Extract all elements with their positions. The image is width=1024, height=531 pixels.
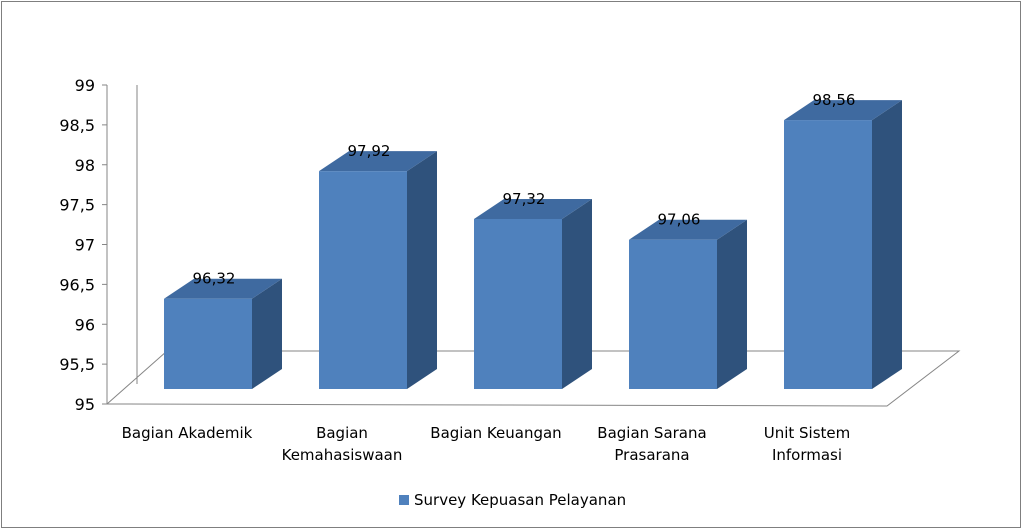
chart-bars — [164, 100, 902, 389]
bar-top — [164, 278, 282, 299]
bar-side — [562, 198, 592, 389]
data-label: 97,92 — [348, 142, 391, 160]
x-tick-label: Bagian Sarana — [597, 424, 706, 442]
y-tick-label: 96 — [75, 315, 95, 334]
bar-top — [629, 219, 747, 240]
y-tick-label: 98,5 — [59, 116, 95, 135]
chart-floor — [105, 350, 961, 407]
bar — [784, 120, 872, 389]
bar — [474, 218, 562, 389]
bar — [629, 239, 717, 389]
y-tick-label: 95,5 — [59, 355, 95, 374]
bar-top — [474, 198, 592, 219]
legend-swatch — [399, 495, 409, 505]
bar-side — [407, 151, 437, 389]
y-tick-label: 97,5 — [59, 196, 95, 215]
y-tick-label: 95 — [75, 395, 95, 414]
x-tick-label: Prasarana — [614, 446, 689, 464]
chart-axes: 95 95,5 96 96,5 97 97,5 98 98,5 99 — [59, 76, 961, 414]
bar-top — [319, 151, 437, 172]
x-tick-label: Unit Sistem — [764, 424, 851, 442]
x-tick-label: Bagian Akademik — [122, 424, 253, 442]
bar-side — [717, 219, 747, 389]
x-tick-label: Bagian Keuangan — [430, 424, 561, 442]
x-tick-label: Informasi — [772, 446, 842, 464]
data-label: 98,56 — [813, 91, 856, 109]
y-tick-label: 99 — [75, 76, 95, 95]
x-tick-label: Bagian — [316, 424, 368, 442]
y-tick-label: 98 — [75, 156, 95, 175]
y-tick-label: 96,5 — [59, 275, 95, 294]
bar — [319, 171, 407, 389]
data-label: 96,32 — [193, 270, 236, 288]
x-tick-label: Kemahasiswaan — [282, 446, 403, 464]
bar-top — [784, 100, 902, 121]
y-tick-label: 97 — [75, 236, 95, 255]
bar — [164, 298, 252, 389]
bar-side — [252, 278, 282, 389]
data-label: 97,06 — [658, 211, 701, 229]
legend-label: Survey Kepuasan Pelayanan — [414, 491, 626, 509]
chart-labels: 96,32 97,92 97,32 97,06 98,56 Bagian Akademik… — [122, 91, 856, 464]
data-label: 97,32 — [503, 190, 546, 208]
bar-side — [872, 100, 902, 389]
chart-legend: Survey Kepuasan Pelayanan — [399, 491, 626, 509]
